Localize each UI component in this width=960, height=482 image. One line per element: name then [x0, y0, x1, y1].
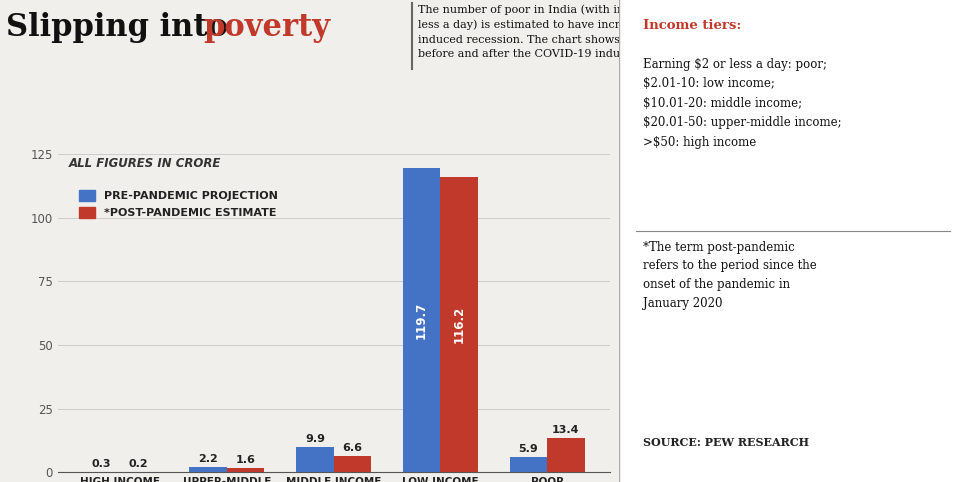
Bar	[83, 471, 120, 472]
Text: poverty: poverty	[204, 13, 330, 43]
Legend: PRE-PANDEMIC PROJECTION, *POST-PANDEMIC ESTIMATE: PRE-PANDEMIC PROJECTION, *POST-PANDEMIC …	[74, 185, 282, 223]
Bar	[227, 469, 264, 472]
Text: 116.2: 116.2	[452, 306, 466, 343]
Bar	[334, 455, 371, 472]
Text: 1.6: 1.6	[235, 455, 255, 465]
Text: 119.7: 119.7	[415, 301, 428, 339]
Text: 0.2: 0.2	[129, 459, 149, 469]
Text: Slipping into: Slipping into	[6, 13, 239, 43]
Text: 9.9: 9.9	[305, 434, 324, 444]
Bar	[510, 457, 547, 472]
Text: 5.9: 5.9	[518, 444, 539, 455]
Text: The number of poor in India (with income of $2 or
less a day) is estimated to ha: The number of poor in India (with income…	[418, 5, 960, 59]
Text: Income tiers:: Income tiers:	[643, 19, 741, 32]
Bar	[441, 176, 478, 472]
Bar	[547, 438, 585, 472]
Text: 13.4: 13.4	[552, 425, 580, 435]
Text: Earning $2 or less a day: poor;
$2.01-10: low income;
$10.01-20: middle income;
: Earning $2 or less a day: poor; $2.01-10…	[643, 58, 842, 149]
Text: *The term post-pandemic
refers to the period since the
onset of the pandemic in
: *The term post-pandemic refers to the pe…	[643, 241, 817, 309]
Bar	[403, 168, 441, 472]
Bar	[189, 467, 227, 472]
Text: SOURCE: PEW RESEARCH: SOURCE: PEW RESEARCH	[643, 437, 809, 448]
Text: ALL FIGURES IN CRORE: ALL FIGURES IN CRORE	[69, 158, 221, 171]
Bar	[297, 447, 334, 472]
Text: 0.3: 0.3	[91, 458, 111, 469]
Text: 6.6: 6.6	[343, 442, 362, 453]
Text: 2.2: 2.2	[199, 454, 218, 464]
